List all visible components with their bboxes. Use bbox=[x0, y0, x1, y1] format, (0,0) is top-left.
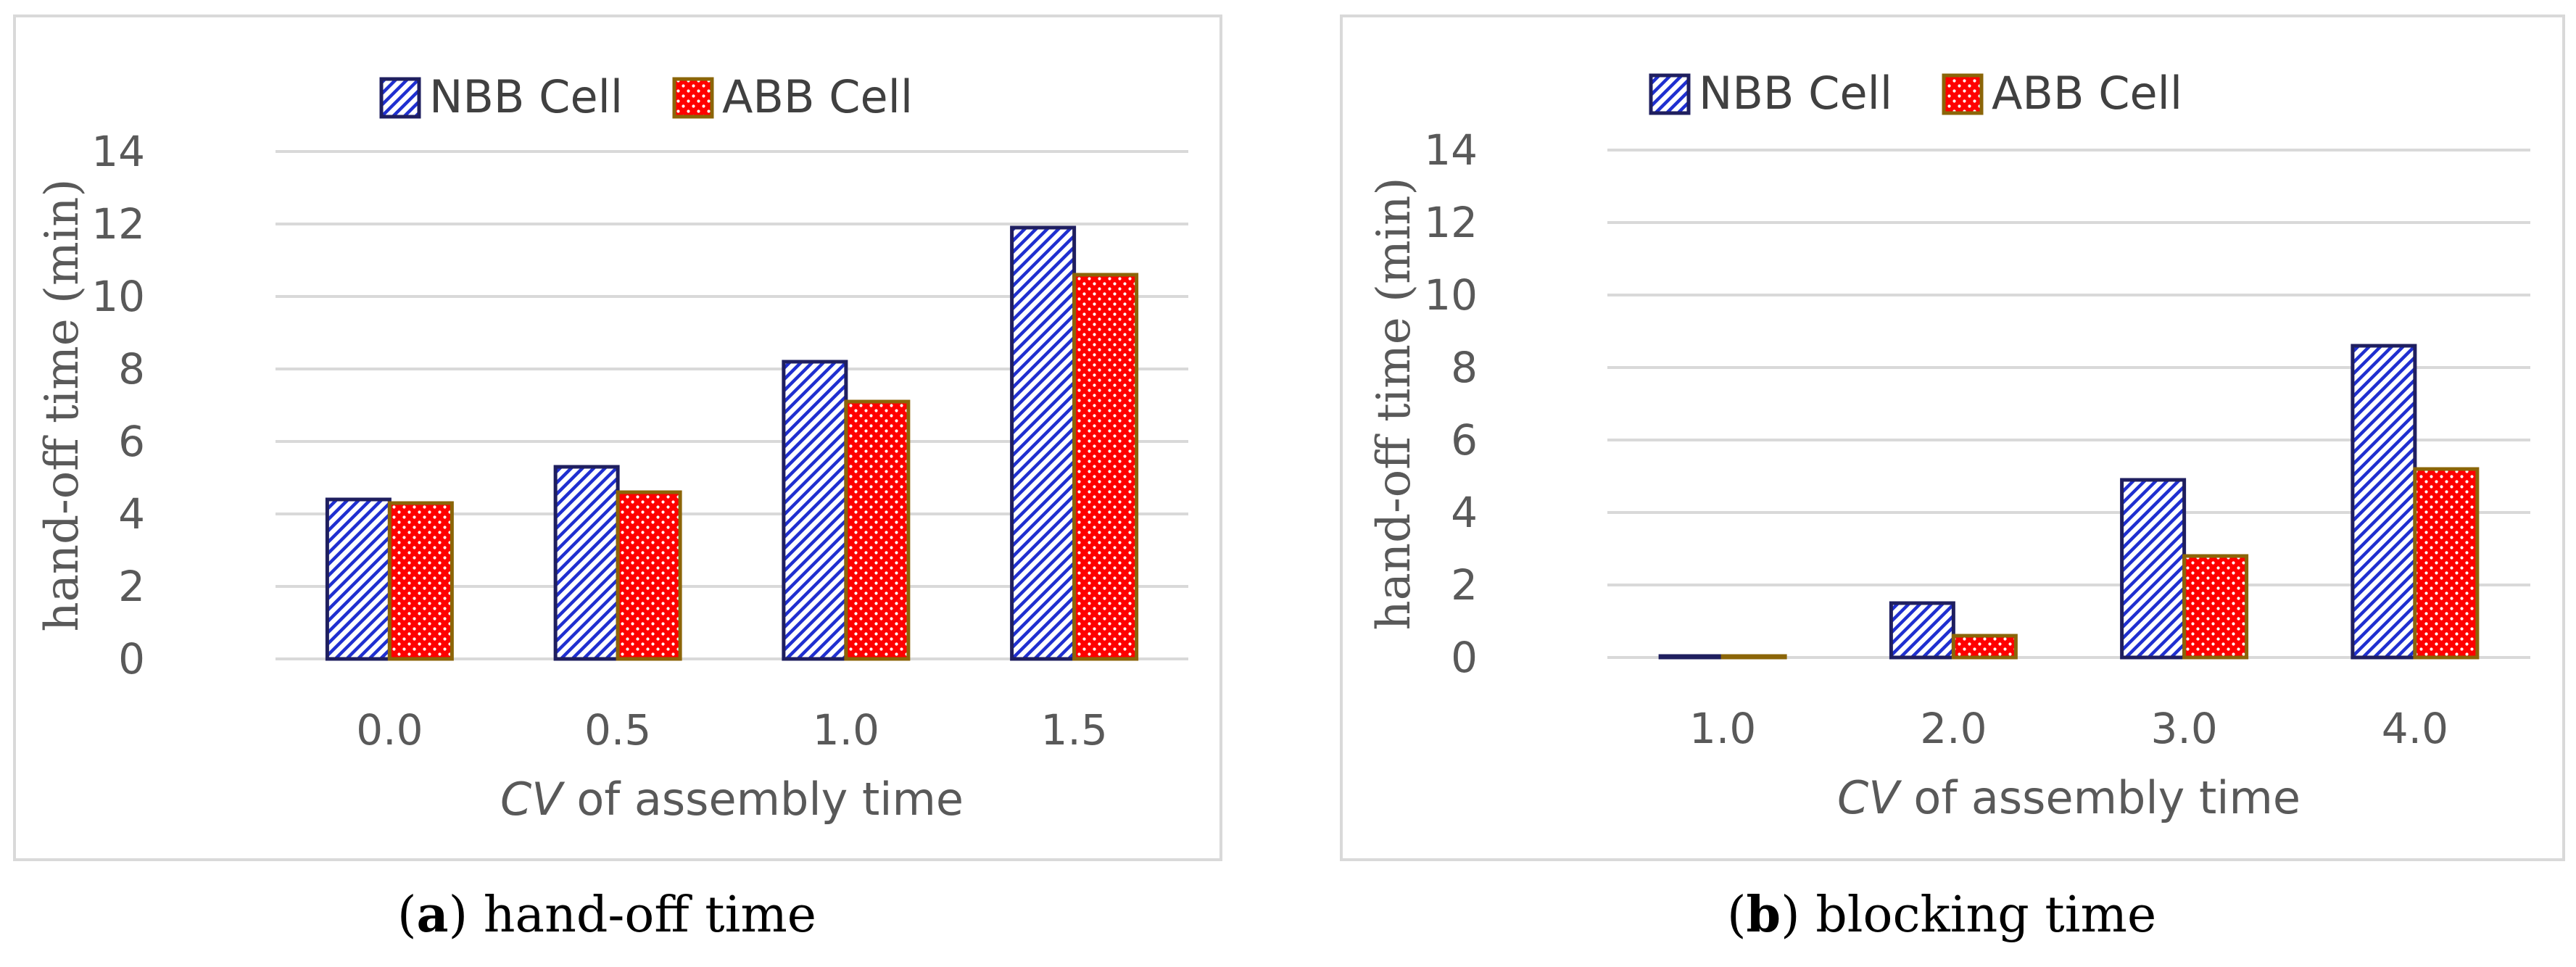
y-tick-label: 6 bbox=[1451, 415, 1478, 465]
x-tick-label: 0.0 bbox=[356, 705, 423, 755]
bar-nbb bbox=[325, 497, 392, 661]
x-axis-title-rest: of assembly time bbox=[1900, 771, 2300, 824]
y-tick-label: 2 bbox=[1451, 560, 1478, 610]
chart-b-svg: 0 2 4 6 8 10 12 14 1.0 2.0 3.0 4.0 CV of assembly ti… bbox=[1367, 67, 2530, 824]
bar-abb bbox=[2182, 554, 2249, 660]
x-axis-title-italic: CV bbox=[500, 773, 566, 826]
y-tick-label: 4 bbox=[118, 489, 145, 539]
bar-nbb bbox=[2120, 478, 2187, 660]
caption-b-letter: b bbox=[1746, 886, 1781, 944]
y-tick-label: 12 bbox=[91, 199, 145, 249]
y-tick-label: 4 bbox=[1451, 488, 1478, 537]
legend-nbb-label: NBB Cell bbox=[429, 70, 623, 123]
bar-nbb bbox=[1658, 654, 1725, 660]
y-tick-label: 0 bbox=[118, 634, 145, 684]
legend-nbb-label: NBB Cell bbox=[1699, 67, 1892, 120]
legend-nbb-swatch bbox=[1649, 73, 1691, 115]
x-tick-label: 1.0 bbox=[1689, 704, 1756, 753]
x-tick-label: 1.0 bbox=[813, 705, 879, 755]
caption-a-text: hand-off time bbox=[483, 887, 817, 944]
chart-a-svg: 0 2 4 6 8 10 12 14 0.0 0.5 1.0 1.5 CV of assembly ti… bbox=[36, 70, 1188, 826]
legend-abb-swatch bbox=[672, 77, 714, 119]
bar-nbb bbox=[553, 465, 620, 661]
bar-nbb bbox=[2351, 344, 2417, 660]
y-tick-label: 0 bbox=[1451, 633, 1478, 682]
bar-abb bbox=[2413, 467, 2480, 660]
legend-nbb-swatch bbox=[379, 77, 421, 119]
bar-abb bbox=[1072, 273, 1139, 661]
bar-abb bbox=[844, 399, 911, 661]
bar-abb bbox=[1720, 654, 1787, 660]
caption-b: (b) blocking time bbox=[1727, 886, 2157, 944]
chart-panel-b: 0 2 4 6 8 10 12 14 1.0 2.0 3.0 4.0 CV of assembly ti… bbox=[1340, 14, 2565, 861]
x-tick-label: 2.0 bbox=[1920, 704, 1987, 753]
x-tick-label: 0.5 bbox=[584, 705, 651, 755]
bar-abb bbox=[387, 501, 454, 661]
x-axis-title-rest: of assembly time bbox=[563, 773, 964, 826]
y-tick-label: 10 bbox=[91, 272, 145, 321]
y-tick-label: 14 bbox=[1424, 125, 1478, 175]
bar-nbb bbox=[782, 360, 848, 661]
x-tick-label: 1.5 bbox=[1041, 705, 1108, 755]
x-axis-title-italic: CV bbox=[1837, 771, 1902, 824]
y-tick-label: 6 bbox=[118, 417, 145, 466]
y-axis-title: hand-off time (min) bbox=[1367, 178, 1421, 631]
bar-abb bbox=[1951, 634, 2018, 660]
y-tick-label: 8 bbox=[1451, 343, 1478, 392]
y-tick-label: 2 bbox=[118, 562, 145, 611]
y-tick-label: 14 bbox=[91, 127, 145, 176]
caption-b-text: blocking time bbox=[1815, 887, 2157, 944]
y-axis-title: hand-off time (min) bbox=[36, 179, 89, 632]
legend-abb-swatch bbox=[1942, 73, 1984, 115]
x-tick-label: 4.0 bbox=[2382, 704, 2448, 753]
caption-a-letter: a bbox=[416, 886, 449, 944]
y-tick-label: 10 bbox=[1424, 270, 1478, 320]
x-axis-title: CV of assembly time bbox=[500, 773, 964, 826]
caption-a: (a) hand-off time bbox=[397, 886, 817, 944]
bar-abb bbox=[616, 490, 682, 661]
y-tick-label: 12 bbox=[1424, 198, 1478, 247]
legend-abb-label: ABB Cell bbox=[1992, 67, 2182, 120]
y-tick-label: 8 bbox=[118, 344, 145, 394]
bar-nbb bbox=[1010, 225, 1077, 661]
chart-panel-a: 0 2 4 6 8 10 12 14 0.0 0.5 1.0 1.5 CV of assembly ti… bbox=[13, 14, 1222, 861]
legend-abb-label: ABB Cell bbox=[722, 70, 913, 123]
x-axis-title: CV of assembly time bbox=[1837, 771, 2300, 824]
bar-nbb bbox=[1889, 601, 1955, 660]
x-tick-label: 3.0 bbox=[2151, 704, 2218, 753]
